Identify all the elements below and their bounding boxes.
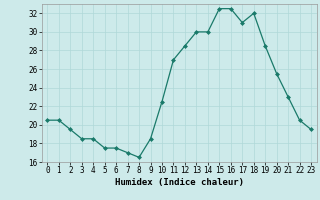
- X-axis label: Humidex (Indice chaleur): Humidex (Indice chaleur): [115, 178, 244, 187]
